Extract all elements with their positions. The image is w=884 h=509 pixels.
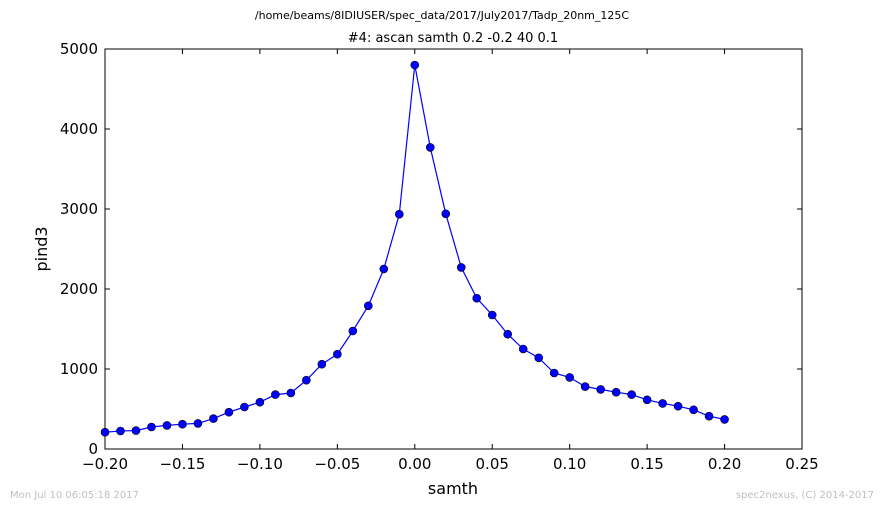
x-tick-label: 0.05 xyxy=(476,455,509,473)
data-point xyxy=(162,421,172,430)
data-point xyxy=(596,385,605,394)
footer-credit: spec2nexus, (C) 2014-2017 xyxy=(736,490,874,501)
series-line xyxy=(104,64,725,433)
data-point xyxy=(100,427,110,437)
data-point xyxy=(565,373,574,382)
x-tick-label: 0.25 xyxy=(785,455,818,473)
data-point xyxy=(271,390,280,399)
file-path-title: /home/beams/8IDIUSER/spec_data/2017/July… xyxy=(255,9,630,22)
x-tick-label: −0.15 xyxy=(159,455,205,473)
y-tick-label: 0 xyxy=(88,440,98,458)
data-point xyxy=(379,264,389,274)
data-point xyxy=(425,143,435,152)
data-point xyxy=(580,382,590,391)
data-point xyxy=(193,419,203,428)
plot-area xyxy=(100,48,803,450)
data-point xyxy=(147,422,156,432)
data-point xyxy=(689,405,698,415)
x-tick-label: −0.20 xyxy=(82,455,128,473)
y-tick-label: 5000 xyxy=(60,40,98,58)
data-point xyxy=(209,414,218,423)
x-tick-label: 0.10 xyxy=(553,455,586,473)
data-point xyxy=(348,326,358,336)
data-point xyxy=(720,415,729,424)
data-point xyxy=(487,310,497,320)
data-point xyxy=(611,387,621,397)
data-point xyxy=(410,60,420,70)
y-tick-label: 1000 xyxy=(60,360,98,378)
data-point xyxy=(224,407,234,417)
x-axis-label: samth xyxy=(428,479,478,498)
data-point xyxy=(503,329,513,339)
data-point xyxy=(255,397,265,407)
axes-frame xyxy=(104,48,803,450)
x-tick-label: −0.05 xyxy=(314,455,360,473)
data-point xyxy=(394,209,404,219)
data-point xyxy=(333,349,342,359)
data-point xyxy=(534,353,543,363)
data-point xyxy=(302,375,311,385)
data-point xyxy=(364,301,373,311)
data-point xyxy=(116,426,125,436)
x-tick-label: 0.20 xyxy=(708,455,741,473)
data-point xyxy=(441,209,451,219)
y-tick-label: 2000 xyxy=(60,280,98,298)
data-point xyxy=(518,344,528,354)
data-point xyxy=(673,401,683,411)
data-point xyxy=(286,388,296,398)
data-point xyxy=(472,293,482,303)
footer-timestamp: Mon Jul 10 06:05:18 2017 xyxy=(10,490,139,501)
axis-ticks: −0.20 −0.15 −0.10 −0.05 0.00 0.05 0.10 0.15 0.20… xyxy=(60,40,819,473)
x-tick-label: 0.15 xyxy=(630,455,663,473)
y-axis-label: pind3 xyxy=(32,226,51,271)
data-point xyxy=(549,368,559,378)
y-tick-label: 4000 xyxy=(60,120,98,138)
data-point xyxy=(642,395,652,405)
chart-title: #4: ascan samth 0.2 -0.2 40 0.1 xyxy=(348,31,558,46)
data-point xyxy=(240,402,249,412)
data-point xyxy=(704,411,714,421)
x-tick-label: 0.00 xyxy=(398,455,431,473)
data-point xyxy=(627,390,636,399)
data-point xyxy=(456,263,466,272)
data-point xyxy=(178,419,187,429)
data-point xyxy=(317,359,327,369)
data-point xyxy=(131,426,141,435)
data-point xyxy=(658,399,667,408)
x-tick-label: −0.10 xyxy=(237,455,283,473)
y-tick-label: 3000 xyxy=(60,200,98,218)
